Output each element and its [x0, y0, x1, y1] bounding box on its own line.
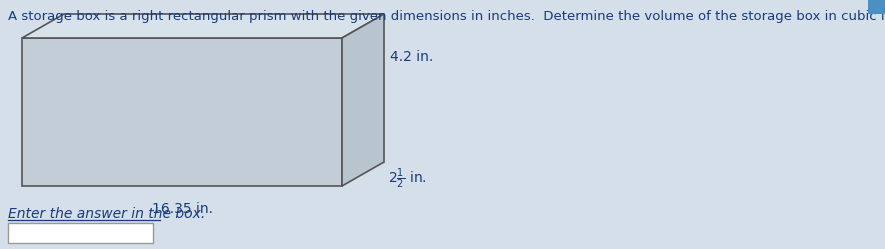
Polygon shape — [22, 38, 342, 186]
Text: Enter the answer in the box.: Enter the answer in the box. — [8, 207, 205, 221]
FancyBboxPatch shape — [868, 0, 885, 14]
Text: 4.2 in.: 4.2 in. — [390, 50, 434, 64]
Text: 16.35 in.: 16.35 in. — [151, 202, 212, 216]
Polygon shape — [342, 14, 384, 186]
Text: $2\frac{1}{2}$ in.: $2\frac{1}{2}$ in. — [388, 167, 427, 191]
Polygon shape — [22, 14, 384, 38]
Text: A storage box is a right rectangular prism with the given dimensions in inches. : A storage box is a right rectangular pri… — [8, 10, 885, 23]
FancyBboxPatch shape — [8, 223, 153, 243]
